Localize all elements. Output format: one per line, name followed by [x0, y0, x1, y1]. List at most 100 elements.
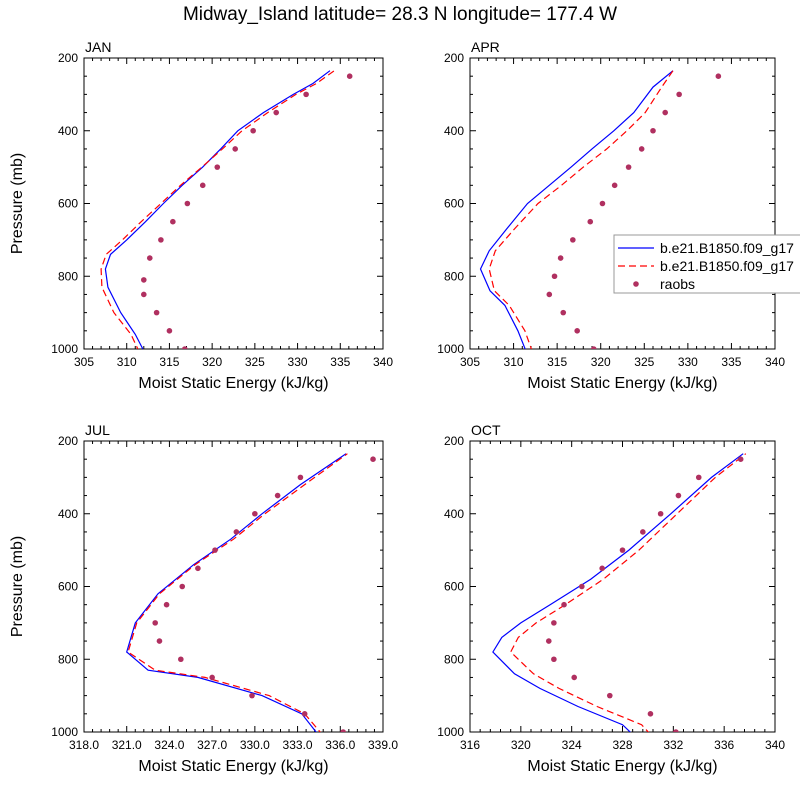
x-tick-label: 318.0 [69, 738, 99, 752]
plot-frame [83, 440, 384, 733]
x-tick-label: 330.0 [240, 738, 270, 752]
panel-apr: APR 305 310 315 320 325 330 335 340 200 400 600 800 1… [437, 39, 785, 392]
raobs-point [647, 711, 654, 717]
x-axis-label: Moist Static Energy (kJ/kg) [527, 758, 717, 775]
x-axis-label: Moist Static Energy (kJ/kg) [138, 375, 328, 392]
panel-jan: JAN 305 310 315 320 325 330 335 340 200 400 600 800 1… [9, 39, 393, 392]
model-line-dashed [100, 70, 335, 349]
figure-title: Midway_Island latitude= 28.3 N longitude… [182, 4, 618, 25]
raobs-point [212, 547, 218, 553]
raobs-point [195, 565, 201, 572]
y-tick-label: 200 [58, 51, 78, 65]
x-tick-label: 324.0 [154, 738, 184, 752]
raobs-point [163, 601, 170, 608]
x-tick-label: 321.0 [112, 738, 142, 752]
plot-frame [469, 57, 776, 350]
raobs-point [619, 547, 626, 553]
panel-title: JUL [85, 422, 110, 438]
raobs-point [599, 200, 606, 207]
plot-frame [469, 440, 776, 733]
raobs-point [737, 456, 744, 462]
x-tick-label: 335 [721, 355, 741, 369]
raobs-point [209, 674, 215, 681]
raobs-point [546, 291, 553, 298]
raobs-point [141, 277, 147, 283]
raobs-point [199, 182, 206, 189]
y-tick-label: 200 [58, 434, 78, 448]
legend: b.e21.B1850.f09_g17 b.e21.B1850.f09_g17ra… [613, 234, 800, 294]
raobs-point [675, 492, 682, 499]
raobs-point [606, 692, 613, 699]
model-line-solid [492, 453, 744, 732]
y-tick-label: 800 [58, 652, 78, 666]
y-tick-label: 400 [444, 507, 464, 521]
y-tick-label: 800 [58, 269, 78, 283]
raobs-point [657, 510, 664, 517]
raobs-point [579, 583, 585, 590]
plot-frame [83, 57, 384, 350]
x-tick-label: 305 [460, 355, 480, 369]
raobs-point [146, 255, 153, 261]
y-tick-label: 600 [58, 580, 78, 594]
y-tick-label: 200 [444, 434, 464, 448]
legend-box [613, 234, 800, 294]
raobs-point [301, 711, 308, 717]
raobs-point [574, 328, 580, 334]
raobs-point [252, 510, 258, 517]
y-tick-label: 200 [444, 51, 464, 65]
model-line-dashed [127, 453, 348, 732]
raobs-point [570, 237, 576, 243]
legend-entry-label: raobs [660, 276, 695, 292]
x-tick-label: 330 [288, 355, 308, 369]
legend-entry-label: b.e21.B1850.f09_g17 [660, 240, 794, 256]
raobs-point [297, 474, 304, 481]
raobs-point [156, 638, 163, 644]
raobs-point [557, 255, 564, 261]
raobs-point [179, 583, 186, 590]
panel-title: OCT [471, 422, 501, 438]
raobs-point [695, 474, 702, 481]
x-tick-label: 325 [245, 355, 265, 369]
raobs-point [715, 73, 722, 79]
legend-marker [633, 281, 639, 287]
y-axis-label: Pressure (mb) [9, 536, 26, 637]
x-tick-label: 320 [511, 738, 531, 752]
raobs-point [638, 146, 645, 152]
x-tick-label: 316 [460, 738, 480, 752]
model-line-dashed [488, 70, 674, 349]
raobs-point [249, 692, 255, 699]
raobs-point [551, 620, 557, 626]
y-tick-label: 800 [444, 269, 464, 283]
raobs-point [166, 328, 173, 334]
x-tick-label: 340 [765, 355, 785, 369]
y-tick-label: 400 [58, 507, 78, 521]
raobs-point [662, 109, 668, 116]
x-tick-label: 310 [117, 355, 137, 369]
y-tick-label: 1000 [437, 342, 464, 356]
raobs-point [233, 529, 240, 535]
y-tick-label: 400 [444, 124, 464, 138]
raobs-point [340, 729, 346, 732]
x-tick-label: 335 [330, 355, 350, 369]
x-tick-label: 310 [504, 355, 524, 369]
series-group [126, 453, 376, 732]
y-tick-label: 1000 [51, 725, 78, 739]
panel-jul: JUL 318.0 321.0 324.0 327.0 330.0 333.0 336.0 33… [9, 422, 398, 775]
y-tick-label: 800 [444, 652, 464, 666]
raobs-point [178, 656, 184, 663]
x-tick-label: 305 [74, 355, 94, 369]
x-axis-label: Moist Static Energy (kJ/kg) [138, 758, 328, 775]
raobs-point [561, 601, 567, 608]
raobs-point [587, 218, 594, 225]
raobs-point [599, 565, 605, 572]
raobs-point [273, 109, 280, 116]
raobs-point [158, 237, 164, 243]
y-tick-label: 400 [58, 124, 78, 138]
y-tick-label: 600 [58, 197, 78, 211]
model-line-solid [126, 453, 347, 732]
raobs-point [551, 273, 558, 280]
raobs-point [274, 492, 281, 499]
raobs-point [625, 164, 632, 170]
y-tick-label: 600 [444, 197, 464, 211]
raobs-point [214, 164, 221, 170]
